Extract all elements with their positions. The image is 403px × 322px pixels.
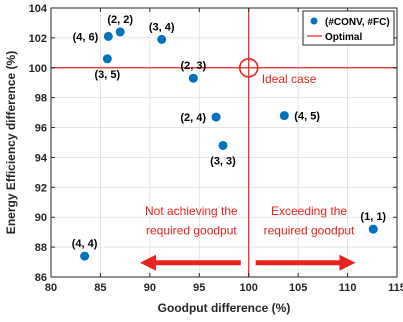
label-layer: (2, 2) (4, 6) (3, 4) (3, 5) (2, 3) (2, 4) (4, …	[72, 14, 387, 250]
data-point	[115, 27, 125, 37]
x-tick-label: 105	[289, 282, 307, 294]
y-tick-label: 100	[29, 63, 47, 75]
legend-box	[302, 10, 395, 46]
annotation-layer: Ideal case Not achieving the required go…	[145, 72, 355, 238]
legend-point-marker	[310, 17, 318, 25]
x-tick-label: 100	[240, 282, 258, 294]
data-point-label: (3, 3)	[210, 155, 236, 167]
legend-entry-optimal: Optimal	[325, 32, 362, 43]
y-tick-label: 88	[35, 242, 47, 254]
left-arrow-head	[139, 254, 156, 271]
y-tick-label: 94	[35, 152, 48, 164]
data-point	[80, 251, 90, 261]
tick-layer: 80 85 90 95 100 105 110 115 86 88 90 92 94 96 98 100 102…	[29, 3, 403, 294]
data-point	[279, 111, 289, 121]
x-tick-label: 95	[193, 282, 205, 294]
data-point-label: (3, 4)	[149, 21, 175, 33]
data-point	[211, 112, 221, 122]
y-axis-title: Energy Efficiency difference (%)	[4, 51, 18, 234]
data-point-label: (4, 6)	[73, 31, 99, 43]
not-achieving-label-line2: required goodput	[146, 223, 237, 237]
data-point	[103, 31, 113, 41]
y-tick-label: 86	[35, 272, 47, 284]
arrow-layer	[139, 254, 356, 271]
exceeding-label-line1: Exceeding the	[271, 204, 347, 218]
data-point	[157, 34, 167, 44]
x-tick-label: 110	[339, 282, 357, 294]
x-tick-label: 85	[94, 282, 106, 294]
data-point-label: (3, 5)	[95, 69, 121, 81]
optimal-layer	[51, 8, 397, 277]
point-layer	[80, 27, 378, 261]
data-point-label: (4, 5)	[294, 111, 320, 123]
data-point-label: (4, 4)	[72, 238, 98, 250]
data-point	[102, 54, 112, 64]
data-point	[218, 140, 228, 150]
y-tick-label: 104	[29, 3, 48, 15]
ideal-case-circle	[238, 57, 259, 78]
y-tick-label: 96	[35, 123, 47, 135]
plot-frame	[50, 7, 398, 278]
data-point-label: (1, 1)	[360, 211, 386, 223]
x-tick-label: 115	[388, 282, 403, 294]
not-achieving-label-line1: Not achieving the	[145, 204, 238, 218]
ideal-case-label: Ideal case	[262, 72, 317, 86]
legend: (#CONV, #FC) Optimal	[302, 10, 395, 46]
y-tick-label: 98	[35, 93, 47, 105]
y-tick-label: 102	[29, 33, 47, 45]
data-point	[188, 73, 198, 83]
x-tick-label: 90	[144, 282, 156, 294]
exceeding-label-line2: required goodput	[264, 223, 355, 237]
right-arrow-head	[339, 254, 356, 271]
data-point-label: (2, 4)	[180, 112, 206, 124]
data-point	[368, 224, 378, 234]
data-point-label: (2, 3)	[181, 60, 207, 72]
x-tick-label: 80	[45, 282, 57, 294]
y-tick-label: 92	[35, 182, 47, 194]
legend-entry-conv-fc: (#CONV, #FC)	[325, 17, 390, 28]
y-tick-label: 90	[35, 212, 47, 224]
data-point-label: (2, 2)	[107, 14, 133, 26]
x-axis-title: Goodput difference (%)	[158, 301, 291, 315]
